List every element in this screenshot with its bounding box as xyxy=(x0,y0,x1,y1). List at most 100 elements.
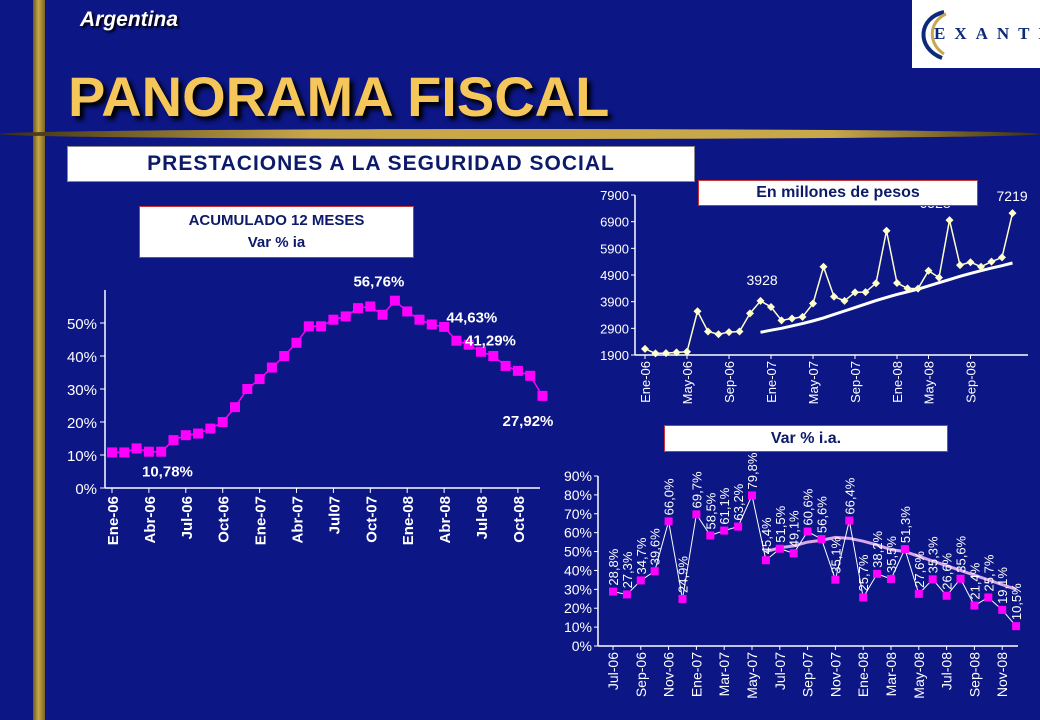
y-tick-label: 30% xyxy=(564,581,592,597)
data-point xyxy=(945,216,954,225)
var-ia-chart: 0% 10% 20% 30% 40% 50% 60% 70% 80% 90% Jul-06 Sep-0… xyxy=(564,452,1024,699)
data-label: 63,2% xyxy=(731,483,746,520)
data-point xyxy=(987,257,996,266)
data-annotation: 10,78% xyxy=(142,463,193,480)
data-label: 56,6% xyxy=(815,496,830,533)
data-point xyxy=(817,535,826,544)
data-point xyxy=(230,402,240,413)
data-label: 10,5% xyxy=(1009,583,1024,620)
acumulado-label-line2: Var % ia xyxy=(247,234,306,251)
data-point xyxy=(893,279,901,287)
data-label: 35,3% xyxy=(926,536,941,573)
data-point xyxy=(1008,209,1017,218)
data-point xyxy=(651,349,660,358)
x-tick-label: Nov-06 xyxy=(661,652,677,697)
x-tick-label: Ene-08 xyxy=(855,652,871,697)
data-point xyxy=(389,295,400,306)
data-point xyxy=(488,351,499,361)
x-tick-label: Ene-07 xyxy=(764,361,779,403)
data-point xyxy=(714,330,723,339)
data-point xyxy=(928,575,937,584)
data-point xyxy=(451,335,462,346)
data-point xyxy=(977,262,985,271)
data-label: 58,5% xyxy=(703,492,718,529)
data-point xyxy=(414,314,425,325)
x-tick-label: Jul-08 xyxy=(474,496,491,539)
x-tick-label: Sep-06 xyxy=(722,361,737,403)
x-tick-label: Nov-07 xyxy=(827,652,843,697)
data-point xyxy=(775,544,784,553)
data-label: 38,2% xyxy=(870,531,885,568)
data-point xyxy=(131,443,142,454)
data-point xyxy=(725,328,733,337)
y-tick-label: 0% xyxy=(75,481,97,498)
x-tick-label: Abr-08 xyxy=(437,496,454,544)
data-point xyxy=(956,574,965,583)
x-tick-label: Oct-08 xyxy=(511,496,528,543)
y-tick-label: 20% xyxy=(564,600,592,616)
y-tick-label: 20% xyxy=(67,415,97,432)
x-tick-label: Oct-07 xyxy=(363,496,380,543)
acumulado-label-line1: ACUMULADO 12 MESES xyxy=(188,212,365,229)
x-tick-label: Jul-07 xyxy=(772,652,788,690)
data-point xyxy=(966,258,975,267)
data-point xyxy=(942,591,951,600)
data-point xyxy=(735,327,744,336)
x-tick-label: May-07 xyxy=(744,652,760,699)
trend-line xyxy=(760,261,1013,334)
y-tick-label: 80% xyxy=(564,487,592,503)
data-point xyxy=(734,522,743,531)
data-label: 66,0% xyxy=(662,478,677,515)
y-tick-label: 1900 xyxy=(600,348,629,363)
data-label: 19,1% xyxy=(995,567,1010,604)
x-tick-label: Ene-06 xyxy=(105,496,122,545)
y-tick-label: 0% xyxy=(572,638,592,654)
logo-text: EXANTE xyxy=(934,24,1040,43)
data-point xyxy=(914,284,922,293)
data-label: 79,8% xyxy=(745,452,760,489)
y-tick-label: 10% xyxy=(564,619,592,635)
x-tick-label: May-08 xyxy=(922,361,937,404)
data-point xyxy=(924,266,933,275)
x-tick-label: Mar-07 xyxy=(716,652,732,697)
data-point xyxy=(641,344,649,353)
data-point xyxy=(704,327,712,336)
data-point xyxy=(180,430,191,441)
data-point xyxy=(693,307,702,316)
data-point xyxy=(650,567,659,576)
data-label: 26,6% xyxy=(940,552,955,589)
y-tick-label: 5900 xyxy=(600,241,629,256)
data-point xyxy=(692,510,701,519)
data-point xyxy=(887,574,895,583)
data-point xyxy=(316,321,327,332)
data-label: 34,7% xyxy=(634,537,649,574)
data-point xyxy=(463,339,474,350)
data-point xyxy=(377,309,388,320)
x-tick-label: Sep-07 xyxy=(848,361,863,403)
data-annotation: 27,92% xyxy=(503,413,554,430)
data-point xyxy=(1012,622,1021,631)
x-tick-label: Abr-07 xyxy=(290,496,307,544)
data-point xyxy=(845,516,854,525)
data-point xyxy=(402,306,413,317)
section-subtitle: PRESTACIONES A LA SEGURIDAD SOCIAL xyxy=(67,146,695,182)
data-label: 35,5% xyxy=(884,536,899,573)
data-label: 45,4% xyxy=(759,517,774,554)
data-point xyxy=(840,296,849,305)
data-point xyxy=(328,314,339,325)
data-label: 21,4% xyxy=(967,562,982,599)
data-point xyxy=(266,362,277,373)
data-label: 25,7% xyxy=(856,554,871,591)
y-tick-label: 4900 xyxy=(600,268,629,283)
data-annotation: 41,29% xyxy=(465,333,516,350)
data-point xyxy=(777,316,786,325)
data-point xyxy=(512,365,523,376)
data-point xyxy=(756,296,765,305)
data-point xyxy=(761,556,770,565)
data-label: 51,5% xyxy=(773,505,788,542)
gold-divider-line xyxy=(0,129,1040,139)
x-tick-label: May-07 xyxy=(806,361,821,404)
data-label: 60,6% xyxy=(801,488,816,525)
y-tick-label: 3900 xyxy=(600,295,629,310)
millones-label-box: En millones de pesos xyxy=(698,180,978,206)
